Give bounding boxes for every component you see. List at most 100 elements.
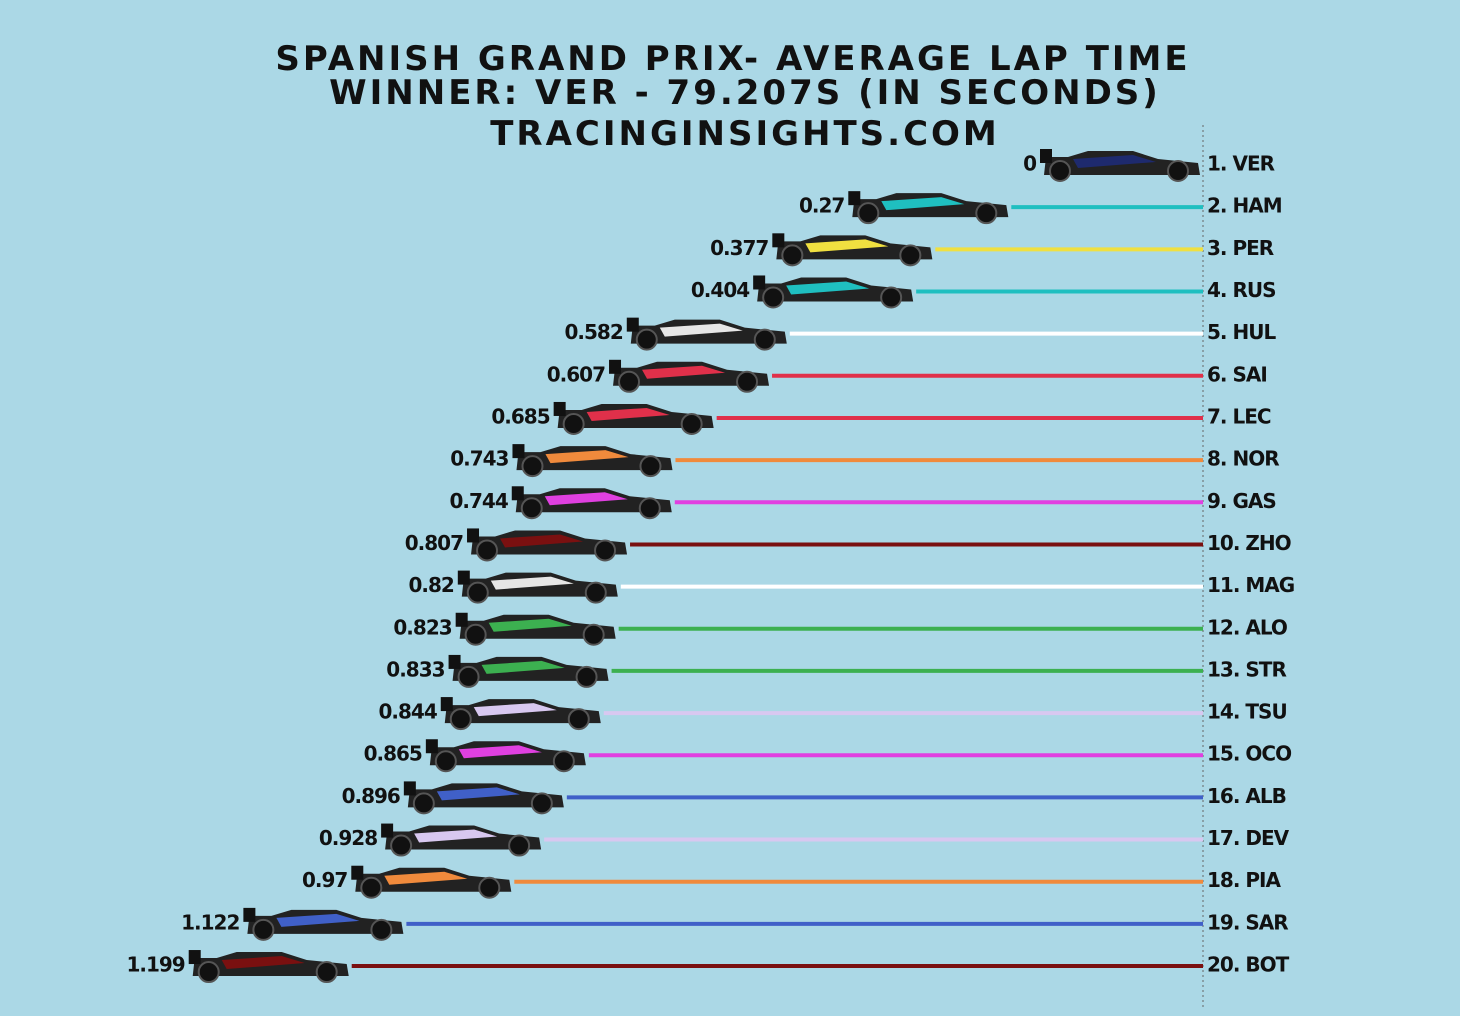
value-label: 0.928 [319,826,377,850]
car-wing [753,275,766,290]
car-icon [626,317,787,351]
car-livery [488,618,572,632]
car-wheel [582,623,605,646]
value-label: 0.582 [565,320,623,344]
car-icon [848,191,1009,225]
car-wing [457,570,470,585]
driver-label: 15. OCO [1207,742,1291,766]
driver-label: 18. PIA [1207,868,1281,892]
value-label: 0.27 [799,194,844,218]
car-livery [545,450,629,464]
car-wheel [521,455,544,478]
driver-label: 17. DEV [1207,826,1290,850]
car-wing [403,781,416,796]
car-livery [805,239,889,253]
value-label: 0 [1023,152,1036,176]
car-icon [381,823,542,857]
car-livery [276,913,360,927]
car-wheel [315,961,338,984]
value-label: 0.744 [449,489,507,513]
value-label: 0.823 [393,615,451,639]
car-icon [403,781,564,815]
driver-label: 12. ALO [1207,615,1287,639]
car-livery [500,534,584,548]
car-livery [881,197,965,211]
car-wheel [520,497,543,520]
car-wheel [434,750,457,773]
car-livery [490,576,574,590]
car-livery [414,829,498,843]
car-wheel [762,286,785,309]
driver-label: 14. TSU [1207,700,1287,724]
value-label: 0.844 [378,700,436,724]
car-wing [848,191,861,206]
car-livery [544,492,628,506]
value-label: 0.807 [405,531,463,555]
car-wheel [781,244,804,267]
car-wing [511,486,524,501]
car-wheel [1049,160,1071,182]
value-label: 0.833 [386,657,444,681]
car-wheel [252,918,275,941]
value-label: 0.607 [547,362,605,386]
car-livery [436,787,520,801]
value-label: 0.97 [302,868,347,892]
car-icon [351,865,512,899]
car-icon [772,233,933,267]
driver-label: 9. GAS [1207,489,1276,513]
car-icon [425,739,586,773]
car-wing [626,317,639,332]
driver-label: 3. PER [1207,236,1274,260]
car-wheel [736,370,759,393]
driver-label: 8. NOR [1207,447,1279,471]
car-wheel [899,244,922,267]
car-wing [381,823,394,838]
car-wheel [575,665,598,688]
car-icon [457,570,618,604]
car-icon [609,359,770,393]
driver-label: 16. ALB [1207,784,1286,808]
chart-title: SPANISH GRAND PRIX- AVERAGE LAP TIME [275,39,1190,79]
driver-label: 2. HAM [1207,194,1282,218]
car-wheel [857,202,880,225]
value-label: 1.122 [181,910,239,934]
car-icon [512,444,673,478]
car-icon [553,401,714,435]
car-wing [351,865,364,880]
car-wheel [360,876,383,899]
car-icon [467,528,628,562]
car-livery [659,323,743,337]
driver-label: 7. LEC [1207,404,1271,428]
car-livery [221,956,305,970]
car-icon [188,950,349,984]
car-wheel [449,708,472,731]
car-wing [455,612,468,627]
chart-subtitle: WINNER: VER - 79.207S (IN SECONDS) [329,73,1161,113]
value-label: 0.896 [342,784,400,808]
car-wheel [975,202,998,225]
car-livery [642,365,726,379]
car-livery [481,660,565,674]
car-wing [553,401,566,416]
car-wheel [567,708,590,731]
car-wheel [594,539,617,562]
value-label: 0.404 [691,278,749,302]
car-wheel [412,792,435,815]
car-wing [609,359,622,374]
value-label: 0.82 [408,573,453,597]
car-icon [448,654,609,688]
car-wheel [508,834,531,857]
car-wheel [466,581,489,604]
car-livery [786,281,870,295]
car-icon [511,486,672,520]
car-wheel [639,455,662,478]
car-wheel [370,918,393,941]
source: TRACINGINSIGHTS.COM [490,114,1000,154]
car-livery [1073,155,1156,168]
car-wheel [618,370,641,393]
value-label: 0.743 [450,447,508,471]
car-icon [243,907,404,941]
value-label: 1.199 [126,953,184,977]
